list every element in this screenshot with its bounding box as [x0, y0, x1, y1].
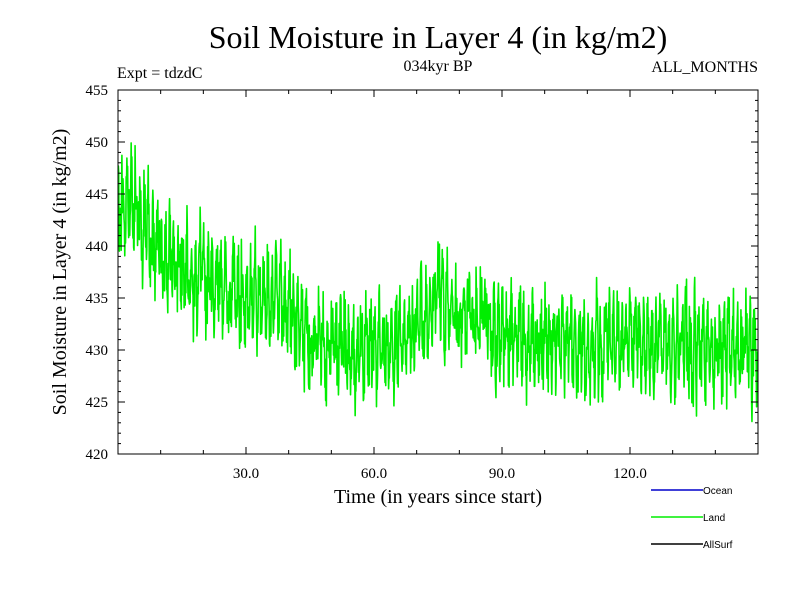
y-tick-label: 455 [86, 83, 109, 99]
plot-frame [117, 89, 759, 455]
y-tick-label: 430 [86, 343, 109, 359]
y-tick-label: 425 [86, 395, 109, 411]
land-series-line [118, 142, 758, 423]
legend-label-land: Land [703, 513, 725, 524]
legend: Ocean Land AllSurf [651, 486, 733, 551]
y-tick-label: 435 [86, 291, 109, 307]
period-label: 034kyr BP [404, 58, 473, 75]
y-tick-label: 450 [86, 135, 109, 151]
chart-title: Soil Moisture in Layer 4 (in kg/m2) [209, 19, 668, 55]
legend-label-allsurf: AllSurf [703, 540, 733, 551]
legend-label-ocean: Ocean [703, 486, 732, 497]
y-axis-label: Soil Moisture in Layer 4 (in kg/m2) [49, 129, 71, 416]
y-tick-label: 420 [86, 447, 109, 463]
y-tick-label: 445 [86, 187, 109, 203]
x-tick-label: 60.0 [361, 466, 387, 482]
x-tick-label: 120.0 [613, 466, 647, 482]
experiment-label: Expt = tdzdC [117, 65, 202, 82]
x-tick-label: 90.0 [489, 466, 515, 482]
y-axis: 420 425 430 435 440 445 450 455 [86, 83, 758, 463]
x-axis-label: Time (in years since start) [334, 486, 542, 508]
x-axis: 30.0 60.0 90.0 120.0 [160, 90, 716, 482]
y-tick-label: 440 [86, 239, 109, 255]
x-tick-label: 30.0 [233, 466, 259, 482]
months-label: ALL_MONTHS [651, 59, 758, 76]
